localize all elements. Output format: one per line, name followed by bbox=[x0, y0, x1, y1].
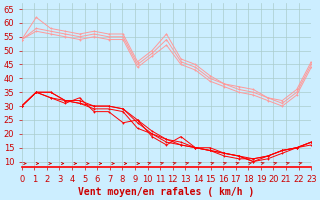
X-axis label: Vent moyen/en rafales ( km/h ): Vent moyen/en rafales ( km/h ) bbox=[78, 187, 255, 197]
